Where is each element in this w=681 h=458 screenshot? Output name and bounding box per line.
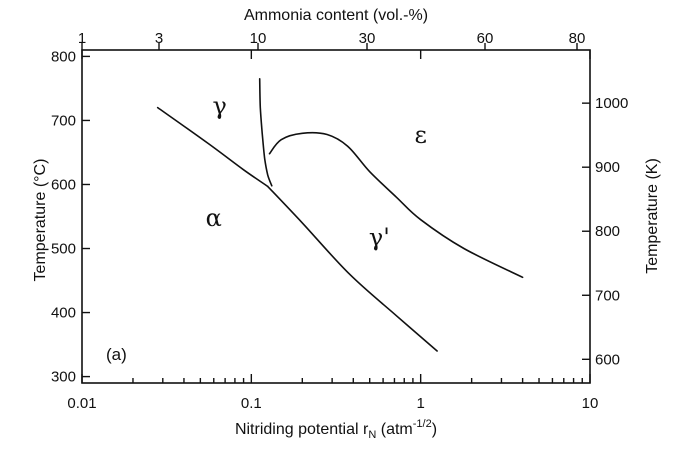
- left-tick-label: 400: [51, 305, 76, 322]
- top-tick-label: 10: [250, 30, 267, 47]
- phase-boundary-2: [266, 185, 438, 352]
- phase-boundary-1: [156, 106, 269, 188]
- top-tick-label: 60: [477, 30, 494, 47]
- phase-boundary-3: [258, 78, 273, 187]
- top-axis-label: Ammonia content (vol.-%): [244, 7, 428, 24]
- bottom-axis: 0.01 0.1 1 10: [67, 50, 598, 412]
- right-tick-label: 900: [595, 159, 620, 176]
- phase-region-label: γ': [369, 223, 390, 251]
- left-axis: 300 400 500 600 700 800: [51, 48, 90, 386]
- phase-region-labels: γ ε α γ': [206, 92, 427, 251]
- left-tick-label: 600: [51, 176, 76, 193]
- right-axis: 600 700 800 900 1000: [582, 95, 628, 368]
- left-axis-label: Temperature (°C): [32, 159, 49, 282]
- phase-boundaries: [156, 78, 524, 352]
- plot-frame: [81, 49, 591, 384]
- top-tick-label: 3: [155, 30, 163, 47]
- top-tick-label: 80: [569, 30, 586, 47]
- bottom-axis-label-superscript: -1/2: [413, 418, 432, 430]
- bottom-tick-label: 10: [582, 395, 599, 412]
- bottom-axis-label: Nitriding potential rN (atm-1/2): [235, 418, 437, 441]
- left-tick-label: 800: [51, 48, 76, 65]
- right-tick-label: 700: [595, 287, 620, 304]
- bottom-tick-label: 0.1: [241, 395, 262, 412]
- phase-region-label: ε: [414, 121, 426, 149]
- right-tick-label: 1000: [595, 95, 628, 112]
- phase-region-label: α: [206, 204, 222, 232]
- left-tick-label: 500: [51, 241, 76, 258]
- phase-boundary-4: [268, 131, 524, 279]
- top-tick-label: 30: [359, 30, 376, 47]
- left-tick-label: 300: [51, 369, 76, 386]
- phase-region-label: γ: [212, 92, 226, 120]
- bottom-axis-label-subscript: N: [368, 429, 376, 441]
- bottom-tick-label: 1: [416, 395, 424, 412]
- right-tick-label: 600: [595, 351, 620, 368]
- left-tick-label: 700: [51, 112, 76, 129]
- right-axis-label: Temperature (K): [644, 158, 661, 274]
- panel-label: (a): [106, 345, 127, 364]
- bottom-tick-label: 0.01: [67, 395, 96, 412]
- right-tick-label: 800: [595, 223, 620, 240]
- top-tick-label: 1: [78, 30, 86, 47]
- top-axis: 1 3 10 30 60 80: [78, 30, 586, 50]
